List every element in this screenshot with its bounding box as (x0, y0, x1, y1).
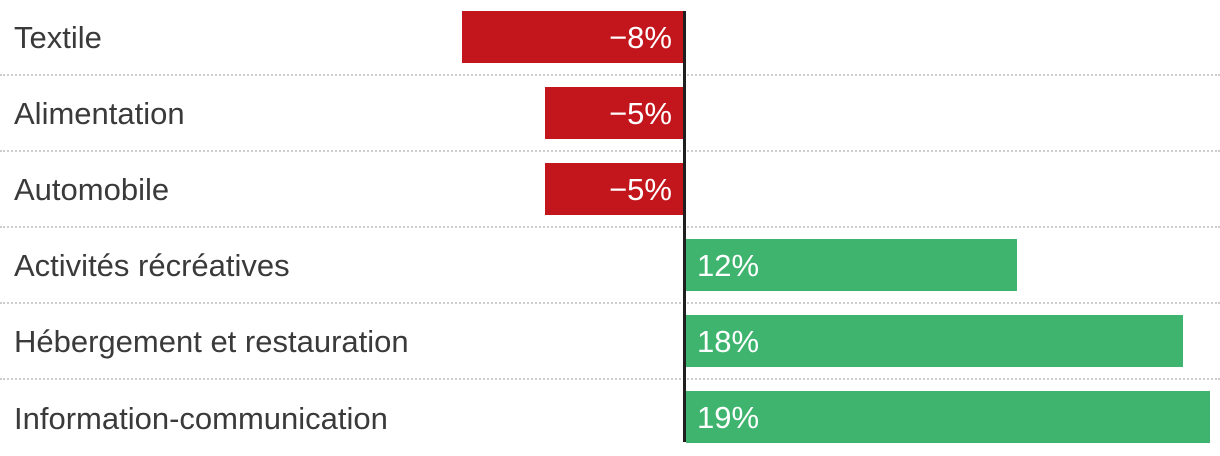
bar: −5% (545, 163, 683, 215)
chart-row: Activités récréatives 12% (0, 228, 1220, 304)
bar-value-label: −5% (609, 95, 672, 131)
chart-row: Information-communication 19% (0, 380, 1220, 456)
bar-value-label: 18% (697, 323, 760, 359)
bar-value-label: −5% (609, 171, 672, 207)
bar: 12% (686, 239, 1017, 291)
category-label: Information-communication (14, 400, 388, 436)
chart-row: Textile −8% (0, 0, 1220, 76)
category-label: Textile (14, 19, 102, 55)
category-label: Activités récréatives (14, 247, 290, 283)
bar: −8% (462, 11, 683, 63)
bar: −5% (545, 87, 683, 139)
chart-row: Hébergement et restauration 18% (0, 304, 1220, 380)
category-label: Alimentation (14, 95, 185, 131)
category-label: Hébergement et restauration (14, 323, 409, 359)
bar: 19% (686, 391, 1210, 443)
bar-value-label: 19% (697, 399, 760, 435)
category-label: Automobile (14, 171, 170, 207)
bar: 18% (686, 315, 1183, 367)
bar-value-label: −8% (609, 19, 672, 55)
chart-row: Automobile −5% (0, 152, 1220, 228)
bar-value-label: 12% (697, 247, 760, 283)
zero-axis-line (683, 11, 686, 442)
chart-row: Alimentation −5% (0, 76, 1220, 152)
